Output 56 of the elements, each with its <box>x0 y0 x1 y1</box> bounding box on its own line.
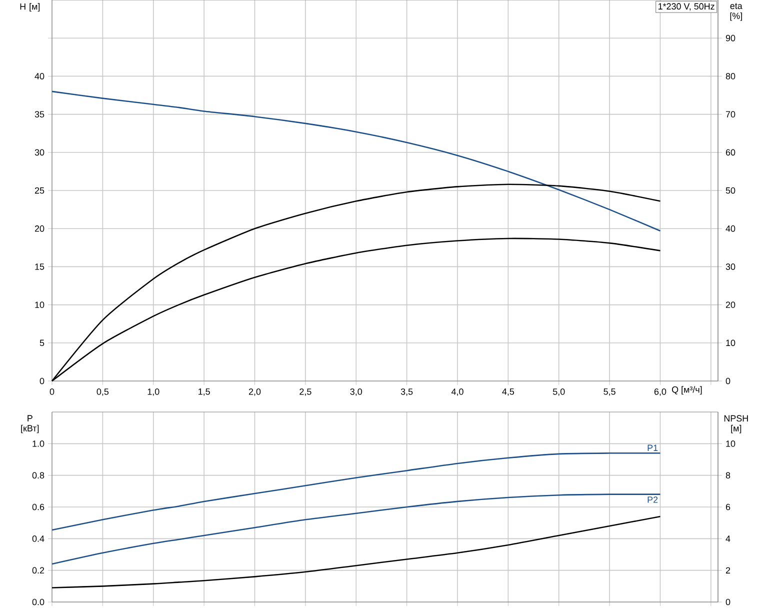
line-series <box>51 494 661 565</box>
y2-tick-label: 80 <box>726 73 736 80</box>
y2-tick-label: 8 <box>726 472 730 479</box>
x-tick-label: 6,0 <box>654 388 666 396</box>
y2-tick-label: 90 <box>726 34 736 42</box>
x-tick-label: 1,5 <box>198 388 210 396</box>
y2-tick-label: 40 <box>726 225 736 232</box>
y2-tick-label: 10 <box>726 340 736 346</box>
y2-tick-label: 2 <box>726 567 730 574</box>
series-label: P2 <box>648 496 658 503</box>
y2-tick-label: 30 <box>726 264 736 270</box>
y2-axis-title: NPSH [м] <box>724 415 748 434</box>
y2-axis-title: eta [%] <box>730 3 742 21</box>
x-tick-label: 1,0 <box>148 388 160 396</box>
y2-tick-label: 10 <box>726 440 736 447</box>
annotation: 1*230 V, 50Hz <box>658 3 714 11</box>
y-tick-label: 5 <box>40 340 44 346</box>
line-series <box>51 90 661 232</box>
y-tick-label: 10 <box>35 302 44 308</box>
y2-tick-label: 6 <box>726 504 730 510</box>
y-tick-label: 30 <box>34 149 44 156</box>
y-tick-label: 0 <box>40 378 44 384</box>
line-series <box>51 452 661 531</box>
x-tick-label: 5,0 <box>552 388 565 396</box>
y2-tick-label: 0 <box>726 378 730 384</box>
line-series <box>51 516 661 588</box>
y2-tick-label: 50 <box>726 187 736 194</box>
y-tick-label: 0.8 <box>32 472 44 479</box>
y-tick-label: 0.2 <box>32 567 44 574</box>
y-tick-label: 0.4 <box>32 535 44 542</box>
y2-tick-label: 20 <box>726 302 736 308</box>
x-tick-label: 0,5 <box>96 388 109 396</box>
y-tick-label: 40 <box>34 73 44 80</box>
y2-tick-label: 4 <box>726 536 730 542</box>
y-tick-label: 35 <box>34 111 44 118</box>
y-tick-label: 15 <box>35 264 44 270</box>
x-tick-label: 2,5 <box>300 388 312 396</box>
x-axis-title: Q [м³/ч] <box>672 386 702 395</box>
y-axis-title: P [кВт] <box>21 415 39 434</box>
x-tick-label: 5,5 <box>604 388 616 396</box>
y2-tick-label: 70 <box>726 111 736 118</box>
y-tick-label: 0.6 <box>32 504 44 510</box>
y-axis-title: H [м] <box>20 3 40 12</box>
y2-tick-label: 60 <box>726 149 736 156</box>
y-tick-label: 25 <box>34 187 44 194</box>
y-tick-label: 1.0 <box>32 440 44 447</box>
x-tick-label: 4,0 <box>451 388 464 396</box>
x-tick-label: 2,0 <box>248 388 261 396</box>
x-tick-label: 3,0 <box>350 388 362 396</box>
x-tick-label: 4,5 <box>502 388 514 396</box>
y-tick-label: 0.0 <box>32 598 44 606</box>
series-label: P1 <box>648 444 658 451</box>
y2-tick-label: 0 <box>726 598 730 606</box>
y-tick-label: 20 <box>34 225 44 232</box>
x-tick-label: 0 <box>50 388 54 395</box>
x-tick-label: 3,5 <box>400 388 413 396</box>
